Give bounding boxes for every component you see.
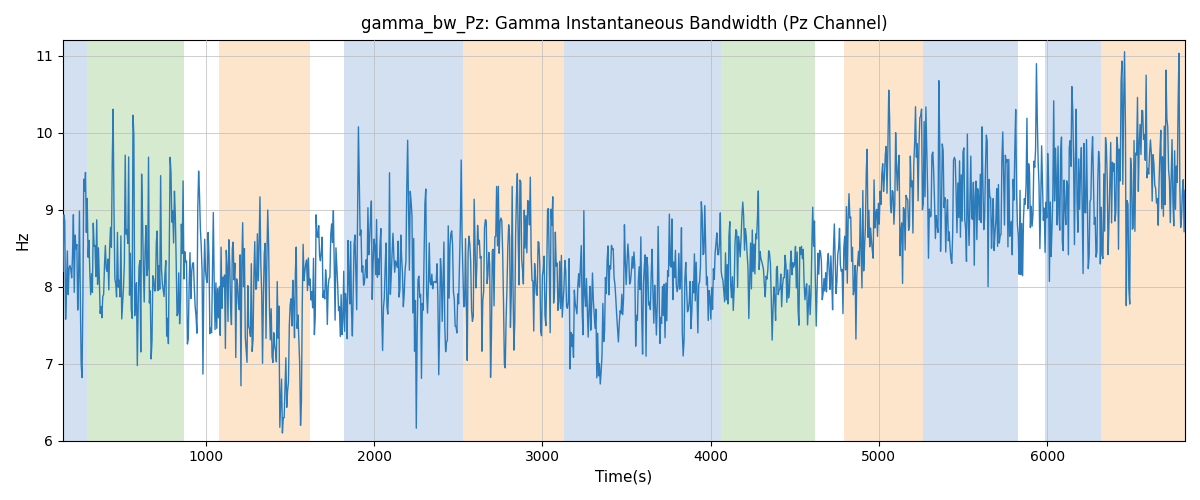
Bar — [680, 40, 721, 440]
Bar — [463, 40, 564, 440]
Bar — [344, 40, 463, 440]
Bar — [844, 40, 923, 440]
Bar — [564, 40, 680, 440]
Bar — [923, 40, 1019, 440]
X-axis label: Time(s): Time(s) — [595, 470, 653, 485]
Bar — [64, 40, 86, 440]
Bar — [1100, 40, 1184, 440]
Bar — [1045, 40, 1100, 440]
Bar — [86, 40, 184, 440]
Y-axis label: Hz: Hz — [16, 230, 30, 250]
Title: gamma_bw_Pz: Gamma Instantaneous Bandwidth (Pz Channel): gamma_bw_Pz: Gamma Instantaneous Bandwid… — [361, 15, 887, 34]
Bar — [721, 40, 815, 440]
Bar — [220, 40, 311, 440]
